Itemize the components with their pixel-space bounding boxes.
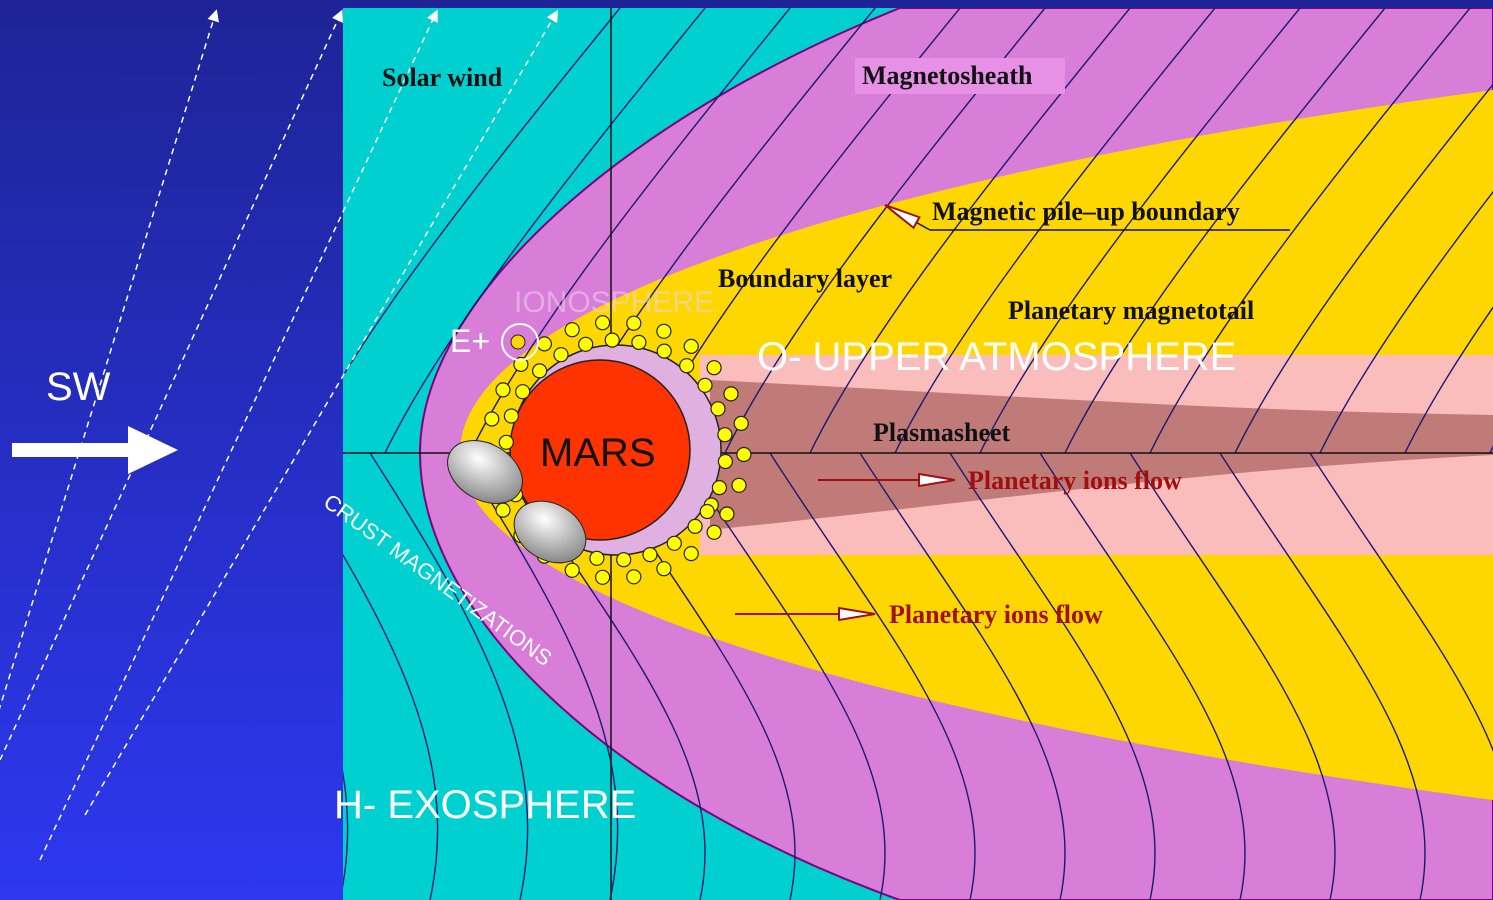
ion-dot (698, 378, 712, 392)
ion-dot (688, 519, 702, 533)
ion-dot (504, 409, 518, 423)
ion-dot (707, 525, 721, 539)
ion-dot (496, 383, 510, 397)
ion-dot (680, 359, 694, 373)
ion-dot (537, 337, 551, 351)
ion-dot (718, 455, 732, 469)
ion-dot (684, 547, 698, 561)
label: Magnetosheath (862, 61, 1033, 90)
ion-dot (707, 361, 721, 375)
ion-dot (485, 412, 499, 426)
label: Magnetic pile–up boundary (932, 197, 1240, 226)
label: O- UPPER ATMOSPHERE (757, 335, 1236, 379)
ion-dot (737, 448, 751, 462)
label: Boundary layer (718, 264, 892, 293)
ion-dot (724, 387, 738, 401)
ion-dot (643, 548, 657, 562)
e-plus-dot (511, 335, 525, 349)
ion-dot (499, 435, 513, 449)
ion-dot (617, 553, 631, 567)
ion-dot (718, 428, 732, 442)
ion-dot (657, 324, 671, 338)
ion-dot (590, 551, 604, 565)
label: MARS (540, 431, 656, 475)
ion-dot (605, 333, 619, 347)
magnetosphere-panel (190, 8, 1493, 900)
ion-dot (734, 416, 748, 430)
ion-dot (667, 536, 681, 550)
ion-dot (711, 402, 725, 416)
ion-dot (579, 337, 593, 351)
diagram: Solar wind Magnetosheath Magnetic pile–u… (0, 0, 1493, 900)
label: Planetary ions flow (968, 466, 1182, 495)
ion-dot (596, 570, 610, 584)
ion-dot (496, 503, 510, 517)
label: Planetary magnetotail (1008, 296, 1254, 325)
ion-dot (657, 562, 671, 576)
ion-dot (732, 478, 746, 492)
label: H- EXOSPHERE (334, 783, 636, 827)
ion-dot (627, 570, 641, 584)
ion-dot (684, 339, 698, 353)
label: Solar wind (382, 63, 503, 92)
ion-dot (700, 505, 714, 519)
ion-dot (565, 563, 579, 577)
ion-dot (657, 344, 671, 358)
ion-dot (565, 323, 579, 337)
ion-dot (720, 507, 734, 521)
ion-dot (533, 364, 547, 378)
label: Planetary ions flow (889, 600, 1103, 629)
label: E+ (450, 323, 490, 359)
ion-dot (712, 481, 726, 495)
ion-dot (554, 348, 568, 362)
ion-dot (632, 335, 646, 349)
label: Plasmasheet (873, 418, 1011, 447)
label: IONOSPHERE (514, 286, 714, 319)
label: SW (46, 365, 111, 409)
ion-dot (516, 385, 530, 399)
